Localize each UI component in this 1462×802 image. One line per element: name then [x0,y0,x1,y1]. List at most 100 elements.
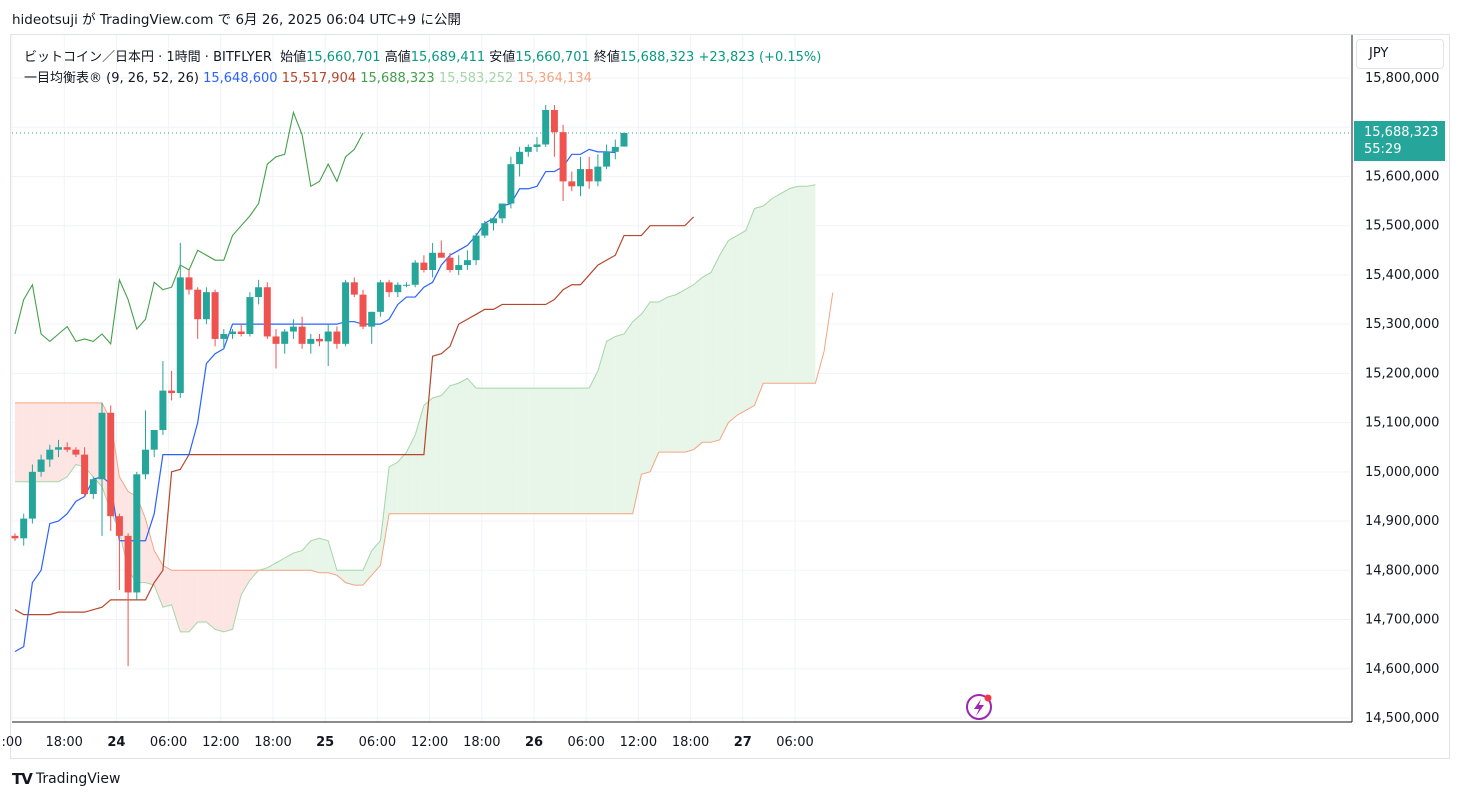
candle-body [211,292,219,339]
x-tick-label: 18:00 [45,735,82,750]
candle-body [368,311,376,327]
candle-body [481,223,489,236]
cloud-segment [354,570,363,586]
cloud-segment [650,302,659,472]
candle-body [585,169,593,182]
candle-body [289,326,297,332]
candle-body [263,287,271,337]
candle-body [411,262,419,285]
tenkan-sen-line [14,148,616,653]
cloud-segment [345,570,355,586]
candle-body [246,297,254,334]
candle-body [194,289,202,320]
y-tick-label: 14,900,000 [1365,514,1439,529]
x-tick-label: 24 [107,735,125,750]
cloud-segment [58,402,68,482]
candle-body [455,265,463,270]
y-tick-label: 14,600,000 [1365,662,1439,677]
cloud-segment [806,184,816,384]
candle-body [298,326,306,344]
x-tick-label: 06:00 [150,735,187,750]
cloud-segment [49,402,59,482]
cloud-segment [415,405,424,514]
candle-body [333,331,341,344]
candle-body [507,164,515,204]
cloud-segment [658,297,668,453]
x-tick-label: 25 [316,735,334,750]
candle-body [281,331,289,344]
footer-brand[interactable]: TV TradingView [12,770,120,788]
close-label: 終値 [593,50,620,65]
candle-body [472,235,480,261]
y-tick-label: 15,100,000 [1365,416,1439,431]
x-tick-label: 27 [734,735,752,750]
x-tick-label: 26 [525,735,543,750]
x-tick-label: 12:00 [620,735,657,750]
candle-body [55,447,62,450]
cloud-segment [702,272,711,443]
cloud-segment [15,402,24,482]
x-tick-label: 06:00 [359,735,396,750]
candle-body [115,516,123,536]
cloud-segment [371,540,381,576]
cloud-segment [763,198,772,384]
cloud-segment [380,466,390,566]
span-a-value: 15,583,252 [438,71,514,86]
cloud-segment [771,193,781,384]
cloud-segment [693,277,703,450]
y-tick-label: 15,300,000 [1365,317,1439,332]
cloud-segment [519,388,529,514]
candle-body [150,430,158,450]
close-value: 15,688,323 [619,50,695,65]
candle-body [420,262,428,270]
cloud-segment [162,565,172,608]
candle-body [185,277,193,290]
open-label: 始値 [280,50,307,65]
cloud-segment [493,388,503,514]
cloud-segment [171,570,181,632]
cloud-segment [684,284,694,453]
candle-body [63,447,71,450]
kijun-value: 15,517,904 [281,71,357,86]
cloud-segment [206,570,216,630]
candle-body [124,535,132,593]
cloud-segment [389,462,398,514]
x-tick-label: 12:00 [411,735,448,750]
symbol-label: ビットコイン／日本円 · 1時間 · BITFLYER [24,50,272,65]
ichimoku-cloud [15,184,816,632]
currency-button[interactable]: JPY [1356,39,1444,69]
cloud-segment [571,388,581,514]
cloud-segment [580,388,590,514]
candle-body [350,282,358,295]
candle-body [611,146,619,152]
candle-body [490,218,497,224]
cloud-segment [23,402,33,482]
candle-body [403,284,410,286]
cloud-segment [667,294,677,453]
cloud-segment [336,570,346,583]
cloud-segment [397,452,407,514]
cloud-segment [154,550,163,608]
x-tick-label: 12:00 [202,735,239,750]
candle-body [20,518,28,539]
cloud-segment [528,388,537,514]
chart-frame[interactable] [10,34,1450,759]
candle-body [89,479,97,494]
candle-body [237,331,245,334]
indicator-label: 一目均衡表® (9, 26, 52, 26) [24,71,199,86]
candle-body [272,336,280,344]
tenkan-value: 15,648,600 [203,71,278,86]
cloud-segment [780,188,790,384]
cloud-segment [215,570,224,632]
candle-body [594,166,602,182]
cloud-segment [719,240,729,440]
y-tick-label: 15,600,000 [1365,169,1439,184]
high-label: 高値 [384,50,411,65]
x-tick-label: 18:00 [463,735,500,750]
candle-body [533,144,541,147]
candle-body [568,181,576,187]
cloud-segment [589,370,598,514]
candle-body [446,257,454,270]
span-b-value: 15,364,134 [517,71,592,86]
